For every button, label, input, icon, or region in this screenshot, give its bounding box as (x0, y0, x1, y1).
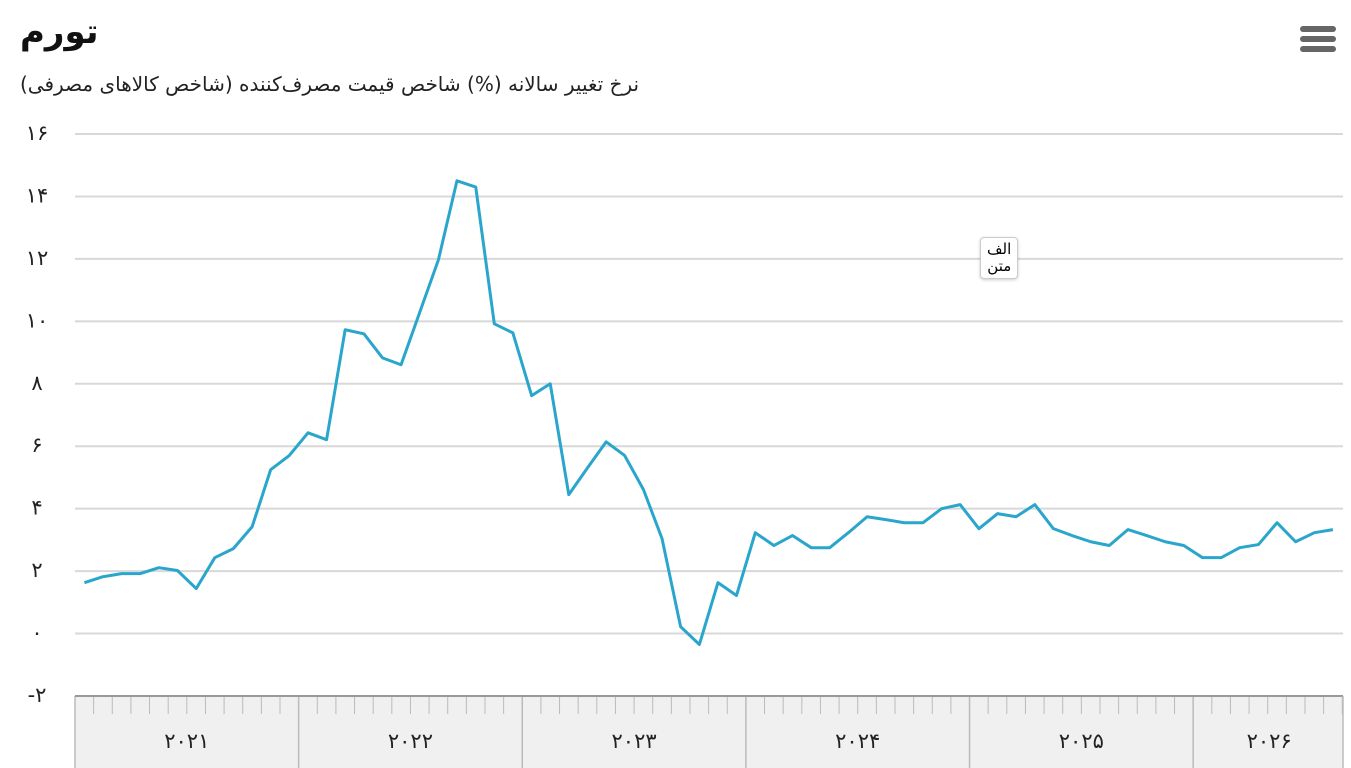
chart-title: تورم (20, 12, 99, 52)
x-tick-label: ۲۰۲۱ (164, 729, 209, 753)
y-tick-label: -۲ (28, 683, 47, 707)
x-tick-label: ۲۰۲۵ (1059, 729, 1104, 753)
chart-subtitle: نرخ تغییر سالانه (%) شاخص قیمت مصرف‌کنند… (20, 72, 640, 96)
y-tick-label: ۱۶ (26, 121, 49, 145)
data-line (83, 179, 1334, 646)
y-tick-label: ۴ (31, 496, 42, 520)
x-tick-label: ۲۰۲۲ (388, 729, 433, 753)
menu-button[interactable] (1300, 26, 1336, 58)
y-tick-label: ۸ (31, 371, 42, 395)
y-tick-label: ۰ (31, 621, 42, 645)
annotation-line: متن (987, 257, 1012, 275)
x-tick-label: ۲۰۲۳ (612, 729, 657, 753)
y-tick-label: ۲ (31, 558, 42, 582)
x-tick-label: ۲۰۲۴ (835, 729, 880, 753)
annotation: الف متن (980, 237, 1019, 279)
x-tick-label: ۲۰۲۶ (1247, 729, 1292, 753)
y-tick-label: ۶ (31, 433, 42, 457)
y-tick-label: ۱۰ (26, 308, 49, 332)
y-tick-label: ۱۴ (26, 183, 49, 207)
annotation-line: الف (987, 240, 1012, 258)
y-tick-label: ۱۲ (26, 246, 49, 270)
